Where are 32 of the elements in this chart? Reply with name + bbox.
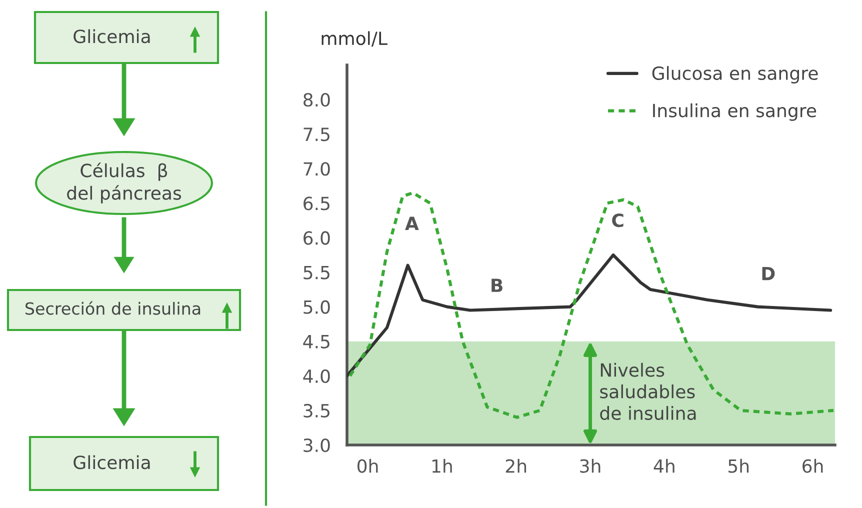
- line-series: [348, 191, 835, 419]
- text: Glicemia: [74, 455, 150, 470]
- x-tick-label: 5h: [728, 458, 749, 473]
- y-tick-label: 6.5: [304, 196, 330, 210]
- y-tick-label: 8.0: [304, 93, 330, 107]
- x-tick-label: 4h: [654, 458, 674, 473]
- annotation: B: [492, 278, 502, 292]
- y-tick-label: 7.5: [304, 128, 330, 142]
- x-tick-label: 3h: [580, 458, 600, 473]
- text: Células β del páncreas: [67, 162, 182, 204]
- y-tick-label: 6.0: [304, 231, 330, 245]
- annotation: D: [762, 266, 775, 280]
- x-tick-label: 2h: [506, 458, 526, 473]
- line-series: [347, 253, 832, 378]
- y-tick-label: 4.5: [303, 335, 330, 348]
- x-tick-label: 1h: [432, 458, 452, 473]
- y-tick-label: 3.5: [304, 404, 330, 418]
- y-tick-label: 5.0: [304, 300, 330, 314]
- text: Secreción de insulina: [26, 301, 200, 315]
- band-label: Niveles saludables de insulina: [600, 362, 696, 420]
- y-tick-label: 3.0: [304, 438, 330, 452]
- legend-label: Insulina en sangre: [653, 103, 816, 121]
- x-tick-label: 6h: [802, 458, 823, 473]
- y-tick-label: 5.5: [304, 266, 330, 280]
- x-tick-label: 0h: [357, 458, 378, 473]
- text: Glicemia: [74, 29, 150, 44]
- legend-label: Glucosa en sangre: [652, 66, 818, 84]
- y-tick-label: 4.0: [303, 369, 330, 384]
- annotation: A: [405, 216, 419, 230]
- y-axis-title: mmol/L: [322, 31, 388, 47]
- y-tick-label: 7.0: [304, 162, 330, 176]
- annotation: C: [612, 214, 624, 228]
